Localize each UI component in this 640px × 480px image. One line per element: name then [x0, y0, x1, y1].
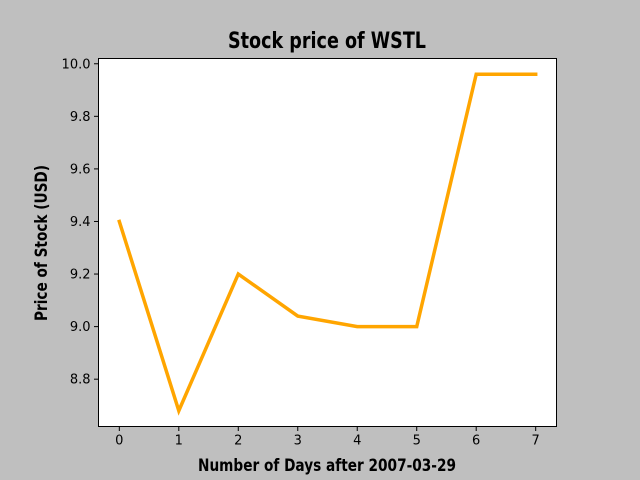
y-axis-label: Price of Stock (USD) [32, 165, 52, 321]
plot-area [98, 58, 557, 427]
series-line-0 [117, 72, 538, 416]
y-tick-label: 9.6 [70, 162, 91, 177]
y-tick-label: 9.4 [70, 215, 91, 230]
y-tick-label: 9.2 [70, 268, 91, 283]
y-tick-label: 9.8 [70, 110, 91, 125]
x-tick-label: 4 [353, 434, 361, 449]
y-tick-label: 8.8 [70, 373, 91, 388]
x-tick-label: 7 [532, 434, 540, 449]
x-axis-label: Number of Days after 2007-03-29 [198, 456, 456, 476]
x-tick-label: 1 [175, 434, 183, 449]
y-tick-label: 10.0 [62, 57, 91, 72]
x-tick-label: 0 [115, 434, 123, 449]
x-tick-label: 3 [294, 434, 302, 449]
x-tick-label: 6 [472, 434, 480, 449]
y-tick-label: 9.0 [70, 320, 91, 335]
series-group [117, 72, 538, 416]
x-tick-label: 5 [413, 434, 421, 449]
y-axis-ticks: 8.8 9.0 9.2 9.4 9.6 9.8 10.0 [62, 57, 99, 388]
x-tick-label: 2 [234, 434, 242, 449]
x-axis-ticks: 0 1 2 3 4 5 6 7 [115, 426, 540, 449]
chart-title: Stock price of WSTL [228, 29, 426, 54]
